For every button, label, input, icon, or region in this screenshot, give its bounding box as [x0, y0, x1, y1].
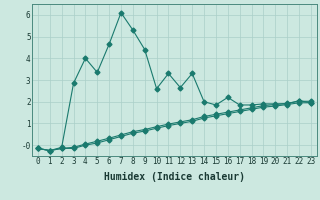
X-axis label: Humidex (Indice chaleur): Humidex (Indice chaleur) — [104, 172, 245, 182]
